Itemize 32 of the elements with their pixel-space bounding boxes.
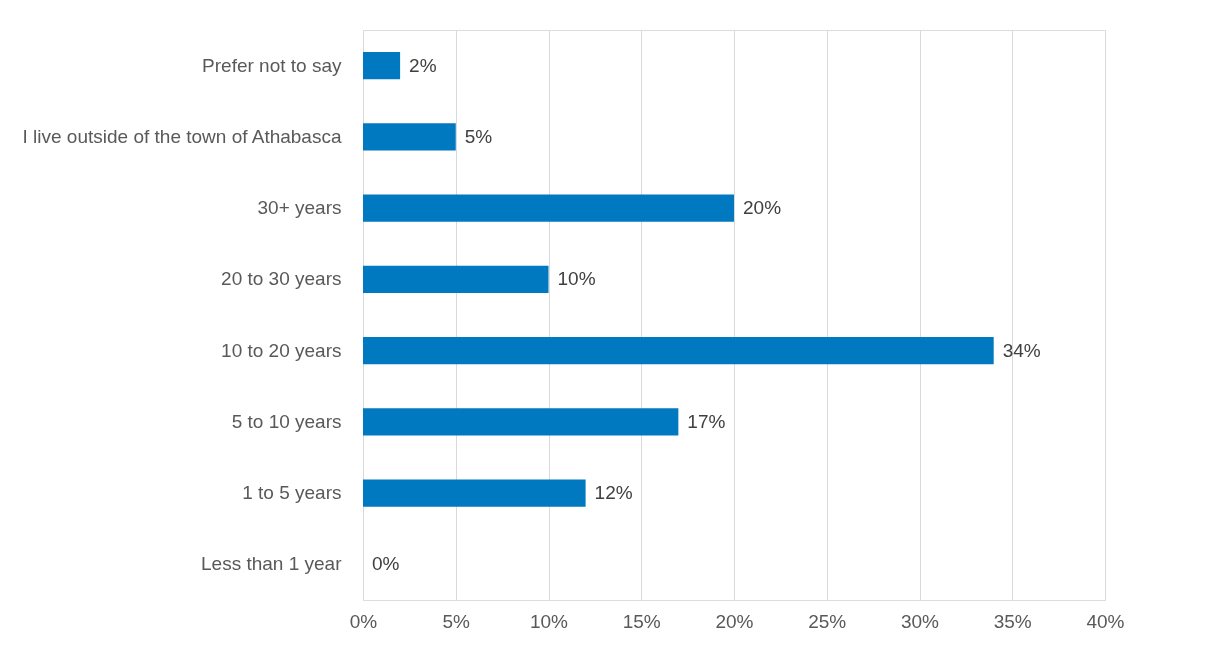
x-tick-label: 15% xyxy=(622,610,661,632)
bar xyxy=(363,265,549,293)
y-tick-label: 30+ years xyxy=(257,197,342,219)
y-tick-label: 1 to 5 years xyxy=(242,482,342,504)
y-tick-label: Prefer not to say xyxy=(202,54,342,76)
bar xyxy=(363,408,679,436)
data-label: 10% xyxy=(557,268,596,290)
x-tick-label: 10% xyxy=(529,610,569,632)
y-tick-label: 10 to 20 years xyxy=(221,339,342,361)
x-tick-label: 40% xyxy=(1086,610,1125,632)
bar xyxy=(363,479,586,507)
y-tick-label: I live outside of the town of Athabasca xyxy=(22,125,342,147)
x-tick-label: 20% xyxy=(715,610,754,632)
x-tick-label: 0% xyxy=(349,610,378,632)
bar xyxy=(363,194,734,222)
data-label: 34% xyxy=(1002,339,1041,361)
data-label: 20% xyxy=(743,197,782,219)
x-tick-label: 5% xyxy=(442,610,471,632)
x-tick-label: 25% xyxy=(808,610,847,632)
data-label: 17% xyxy=(687,410,726,432)
bar xyxy=(363,337,994,365)
y-tick-label: Less than 1 year xyxy=(201,553,343,575)
y-tick-label: 5 to 10 years xyxy=(231,410,342,432)
bar xyxy=(363,52,401,80)
bar xyxy=(363,123,456,151)
data-label: 2% xyxy=(409,54,437,76)
data-label: 5% xyxy=(464,125,493,147)
data-label: 12% xyxy=(594,482,633,504)
y-tick-label: 20 to 30 years xyxy=(221,268,342,290)
x-tick-label: 35% xyxy=(993,610,1032,632)
x-tick-label: 30% xyxy=(900,610,940,632)
data-label: 0% xyxy=(372,553,400,575)
